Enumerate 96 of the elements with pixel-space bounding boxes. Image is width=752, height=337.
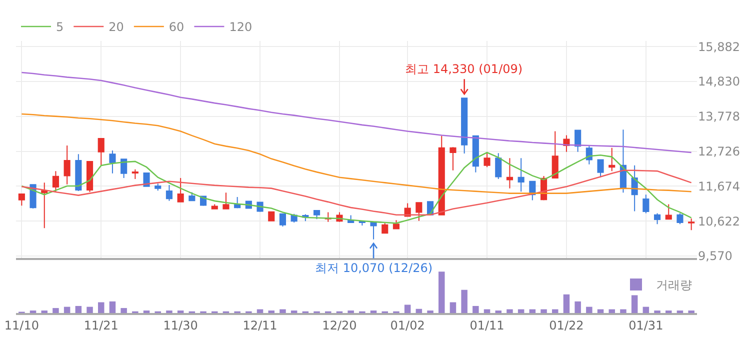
candlestick [597,159,604,178]
candlestick [450,146,456,171]
x-tick-label: 11/10 [4,318,39,332]
bar [518,309,524,313]
bar [506,309,513,313]
line-series [21,152,692,224]
bar [98,302,104,313]
candlestick [642,194,650,214]
candlestick [552,130,558,179]
bar [597,309,604,313]
x-tick-label: 11/30 [163,318,198,332]
candlestick [608,147,616,172]
bar [642,306,650,313]
candlestick [154,183,162,192]
x-tick-label: 12/20 [322,318,357,332]
candlestick [313,210,320,220]
x-tick-label: 12/11 [242,318,278,332]
bar [109,301,116,313]
y-tick-label: 15,882 [698,40,740,54]
bar [484,309,490,313]
line-series [21,170,692,216]
x-tick-label: 01/11 [470,318,504,332]
y-tick-label: 14,830 [698,74,740,89]
candlestick [676,212,684,225]
annotation: 최저 10,070 (12/26) [315,261,433,275]
bar [586,306,592,313]
legend-label: 120 [229,20,252,34]
candlestick [52,170,60,192]
candlestick [64,145,70,185]
legend-label: 5 [56,20,64,34]
candlestick [654,212,661,225]
bar [620,309,626,313]
bar [86,306,93,313]
candlestick [484,152,490,168]
annotation: 최고 14,330 (01/09) [405,62,523,76]
y-tick-label: 13,778 [698,110,740,124]
bar [416,308,422,313]
x-tick-label: 01/31 [628,318,664,332]
y-tick-label: 12,726 [698,144,740,158]
legend-label: 60 [168,20,184,34]
bar [280,309,286,313]
bar [256,309,264,313]
candlestick [132,168,138,180]
bar [529,309,536,313]
candlestick [18,193,25,206]
y-tick-label: 11,674 [698,179,740,194]
candlestick [177,178,184,202]
candlestick [41,182,48,229]
candlestick [166,184,173,202]
candlestick [461,98,468,154]
bar [438,272,445,313]
y-tick-label: 9,570 [698,249,732,264]
candlestick [98,138,104,167]
bar [552,309,558,313]
x-tick-label: 01/22 [549,318,584,332]
bar [608,309,615,313]
x-tick-label: 01/02 [390,318,425,332]
legend-label: 20 [108,20,124,34]
candlestick [75,154,82,192]
candlestick [268,211,275,222]
candlestick [188,192,196,202]
candlestick [279,213,286,227]
candlestick [438,135,445,216]
bar [563,294,570,313]
bar [472,306,479,313]
candlestick [586,146,592,165]
bar [450,302,456,313]
candlestick [688,218,695,231]
y-tick-label: 10,622 [698,214,740,228]
bar [52,308,59,313]
x-tick-label: 11/21 [84,318,118,332]
candlestick [665,204,672,220]
candlestick [86,160,94,192]
candlestick [472,135,479,173]
candlestick [370,222,377,240]
candlestick [506,158,514,189]
legend-label: 거래량 [656,278,692,292]
line-series [21,113,692,194]
bar [631,295,638,313]
candlestick [222,192,230,210]
bar [64,306,70,313]
candlestick [109,150,116,174]
candlestick [234,196,241,209]
bar [120,308,127,313]
candlestick [518,158,524,192]
candlestick [495,152,502,180]
bar [540,309,547,313]
candlestick [416,202,422,222]
bar [404,304,411,313]
candlestick [382,222,388,234]
bar [574,301,581,313]
candlestick [211,204,218,210]
bar [75,306,82,313]
bar [461,290,468,313]
candlestick [120,158,128,179]
candlestick [143,172,150,187]
